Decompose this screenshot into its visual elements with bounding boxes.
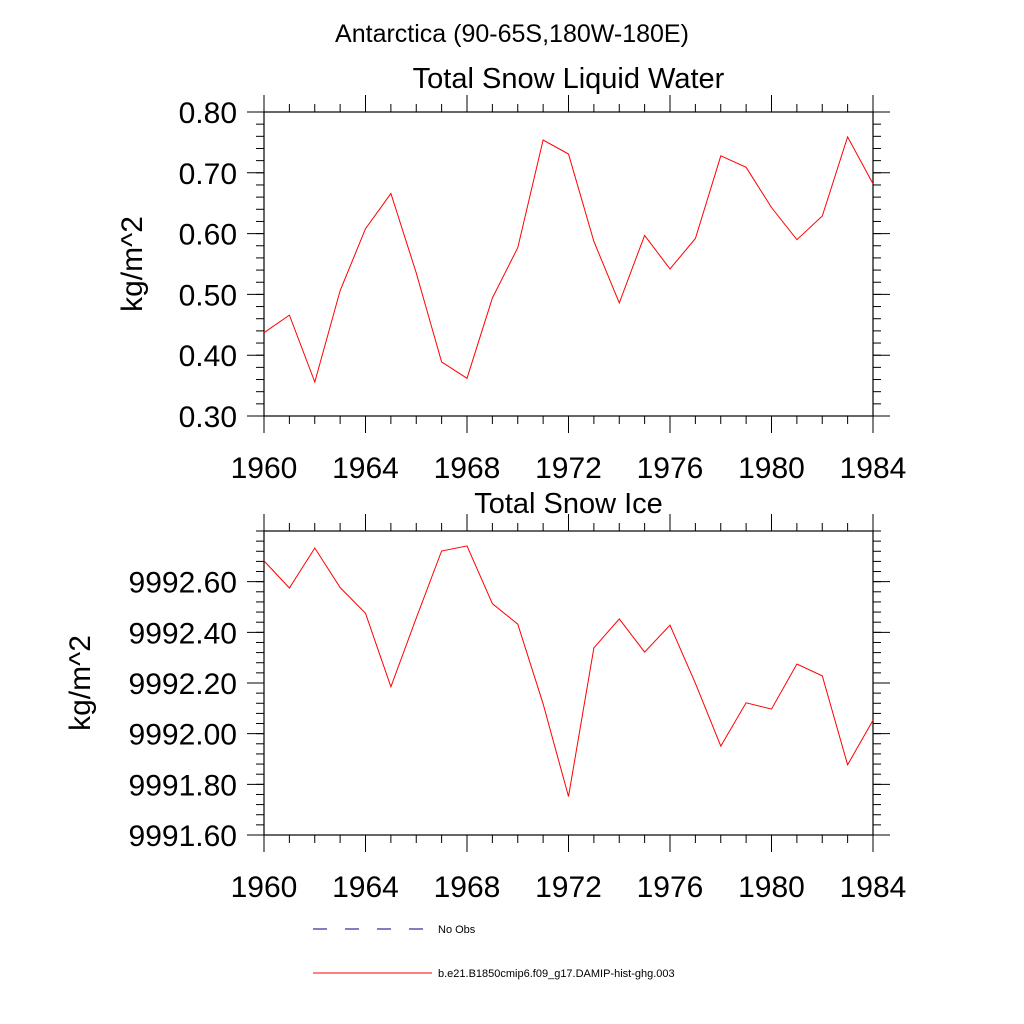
y-tick-label: 0.30 <box>179 401 237 434</box>
y-tick-label: 0.70 <box>179 158 237 191</box>
panel-1: Total Snow Liquid Water kg/m^2 1960 1964 196… <box>116 63 906 485</box>
x-tick-label: 1968 <box>434 871 501 904</box>
x-tick-label: 1976 <box>637 452 704 485</box>
x-tick-label: 1968 <box>434 452 501 485</box>
x-tick-label: 1984 <box>840 871 907 904</box>
figure-title: Antarctica (90-65S,180W-180E) <box>335 20 689 48</box>
plot-frame <box>263 111 874 417</box>
y-tick-label: 9991.80 <box>129 769 237 802</box>
plot-frame <box>263 530 874 836</box>
y-tick-label: 0.60 <box>179 219 237 252</box>
y-tick-label: 0.80 <box>179 97 237 130</box>
x-tick-label: 1964 <box>332 452 399 485</box>
x-tick-label: 1972 <box>535 452 602 485</box>
x-tick-label: 1980 <box>738 871 805 904</box>
x-tick-label: 1972 <box>535 871 602 904</box>
y-tick-label: 9992.60 <box>129 567 237 600</box>
legend: No Obs b.e21.B1850cmip6.f09_g17.DAMIP-his… <box>313 924 675 980</box>
x-tick-label: 1980 <box>738 452 805 485</box>
legend-label: No Obs <box>438 924 476 936</box>
series-line <box>263 545 874 797</box>
panel-title: Total Snow Liquid Water <box>413 63 725 95</box>
x-tick-label: 1964 <box>332 871 399 904</box>
y-tick-label: 9992.40 <box>129 617 237 650</box>
x-tick-label: 1976 <box>637 871 704 904</box>
x-tick-label: 1960 <box>231 871 298 904</box>
y-tick-label: 9991.60 <box>129 820 237 853</box>
series-line <box>263 135 874 384</box>
y-axis-label: kg/m^2 <box>64 635 97 731</box>
y-tick-label: 0.50 <box>179 279 237 312</box>
x-tick-label: 1984 <box>840 452 907 485</box>
legend-label: b.e21.B1850cmip6.f09_g17.DAMIP-hist-ghg.… <box>438 968 675 980</box>
y-axis-label: kg/m^2 <box>116 216 149 312</box>
x-tick-label: 1960 <box>231 452 298 485</box>
y-tick-label: 9992.00 <box>129 719 237 752</box>
y-tick-label: 9992.20 <box>129 668 237 701</box>
y-tick-label: 0.40 <box>179 340 237 373</box>
